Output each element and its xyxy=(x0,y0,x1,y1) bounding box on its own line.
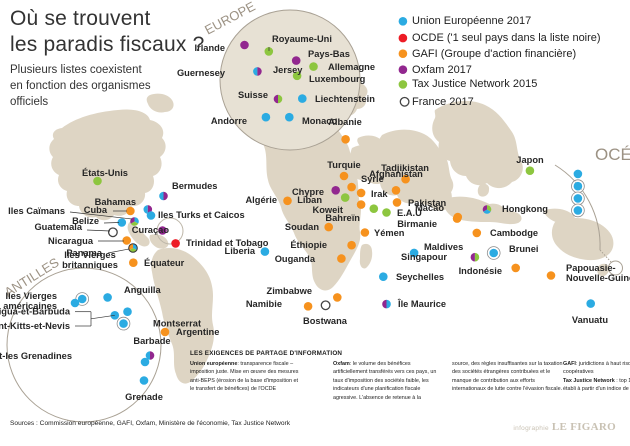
svg-text:Irak: Irak xyxy=(371,189,388,199)
svg-text:Saint-Kitts-et-Nevis: Saint-Kitts-et-Nevis xyxy=(0,321,70,331)
svg-text:Bostwana: Bostwana xyxy=(303,316,348,326)
svg-text:Nicaragua: Nicaragua xyxy=(48,236,94,246)
svg-text:Royaume-Uni: Royaume-Uni xyxy=(272,34,332,44)
svg-text:Seychelles: Seychelles xyxy=(396,272,444,282)
svg-text:Liban: Liban xyxy=(297,195,322,205)
svg-text:Barbade: Barbade xyxy=(133,336,170,346)
svg-text:Singapour: Singapour xyxy=(401,252,447,262)
svg-text:Japon: Japon xyxy=(516,155,544,165)
svg-text:Antigua-et-Barbuda: Antigua-et-Barbuda xyxy=(0,307,71,317)
svg-text:Saint-Vincent-et-les Grenadine: Saint-Vincent-et-les Grenadines xyxy=(0,351,72,361)
svg-text:Maldives: Maldives xyxy=(424,242,463,252)
svg-text:Andorre: Andorre xyxy=(211,116,247,126)
svg-text:Grenade: Grenade xyxy=(125,392,163,402)
svg-text:Iles Caïmans: Iles Caïmans xyxy=(8,206,65,216)
svg-text:Afghanistan: Afghanistan xyxy=(369,169,423,179)
svg-text:Liechtenstein: Liechtenstein xyxy=(315,94,375,104)
svg-text:Anguilla: Anguilla xyxy=(124,285,161,295)
svg-text:Hongkong: Hongkong xyxy=(502,204,548,214)
svg-text:Montserrat: Montserrat xyxy=(153,319,201,329)
svg-text:Luxembourg: Luxembourg xyxy=(309,74,366,84)
svg-text:Pays-Bas: Pays-Bas xyxy=(308,49,350,59)
svg-text:Bahreïn: Bahreïn xyxy=(325,213,360,223)
svg-text:Turquie: Turquie xyxy=(327,160,360,170)
svg-text:Île Maurice: Île Maurice xyxy=(397,298,446,309)
svg-text:Jersey: Jersey xyxy=(273,65,303,75)
svg-text:Brunei: Brunei xyxy=(509,244,538,254)
svg-text:Liberia: Liberia xyxy=(225,246,256,256)
svg-text:Indonésie: Indonésie xyxy=(459,266,502,276)
svg-text:Yémen: Yémen xyxy=(374,228,405,238)
svg-text:Namibie: Namibie xyxy=(246,299,282,309)
svg-text:Birmanie: Birmanie xyxy=(397,219,437,229)
svg-text:Cambodge: Cambodge xyxy=(490,228,538,238)
svg-text:Curaçao: Curaçao xyxy=(132,225,170,235)
svg-text:États-Unis: États-Unis xyxy=(82,168,128,178)
svg-text:Allemagne: Allemagne xyxy=(328,62,375,72)
svg-text:Ouganda: Ouganda xyxy=(275,254,316,264)
svg-text:OCÉANIE: OCÉANIE xyxy=(595,145,630,164)
svg-text:Soudan: Soudan xyxy=(285,222,319,232)
svg-text:Zimbabwe: Zimbabwe xyxy=(267,286,312,296)
svg-text:Guatemala: Guatemala xyxy=(34,222,82,232)
svg-text:Vanuatu: Vanuatu xyxy=(572,315,608,325)
svg-text:Bermudes: Bermudes xyxy=(172,181,217,191)
svg-text:Albanie: Albanie xyxy=(328,117,362,127)
svg-text:Équateur: Équateur xyxy=(144,258,185,268)
svg-text:Algérie: Algérie xyxy=(245,195,277,205)
svg-text:Cuba: Cuba xyxy=(84,205,108,215)
svg-text:Suisse: Suisse xyxy=(238,90,268,100)
svg-text:Éthiopie: Éthiopie xyxy=(290,240,327,250)
svg-text:Iles Turks et Caicos: Iles Turks et Caicos xyxy=(158,210,245,220)
svg-text:Macao: Macao xyxy=(415,203,444,213)
